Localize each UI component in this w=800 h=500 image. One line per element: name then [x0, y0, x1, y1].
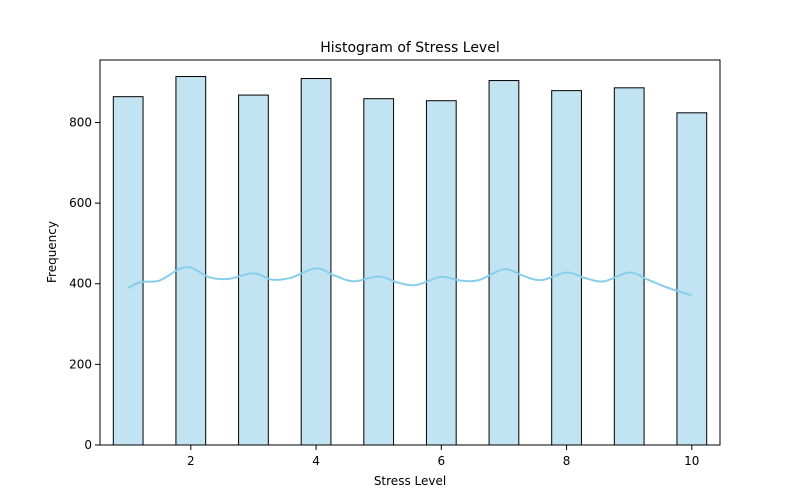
x-tick-label: 10	[684, 454, 699, 468]
bars-layer	[112, 76, 708, 446]
histogram-bar	[676, 112, 708, 446]
kde-line	[127, 266, 693, 297]
y-axis: 0 200 400 600 800	[69, 115, 100, 452]
y-tick-label: 400	[69, 277, 92, 291]
histogram-bar	[238, 94, 269, 446]
histogram-bar	[175, 76, 207, 446]
histogram-bar	[112, 96, 144, 446]
y-tick-label: 0	[84, 438, 92, 452]
y-axis-label: Frequency	[45, 221, 59, 283]
y-tick-label: 600	[69, 196, 92, 210]
x-tick-label: 2	[187, 454, 195, 468]
x-axis: 2 4 6 8 10	[187, 445, 699, 468]
y-tick-label: 800	[69, 115, 92, 129]
histogram-bar	[425, 100, 457, 446]
chart-title: Histogram of Stress Level	[320, 40, 499, 56]
x-tick-label: 8	[563, 454, 571, 468]
histogram-bar	[551, 90, 582, 446]
histogram-bar	[363, 98, 395, 446]
histogram-bar	[613, 87, 645, 446]
histogram-bar	[488, 80, 520, 446]
plot-area-frame	[99, 59, 721, 446]
x-tick-label: 4	[312, 454, 320, 468]
y-tick-label: 200	[69, 357, 92, 371]
kde-layer	[127, 266, 693, 297]
x-tick-label: 6	[437, 454, 445, 468]
x-axis-label: Stress Level	[374, 474, 446, 488]
histogram-bar	[300, 78, 332, 446]
